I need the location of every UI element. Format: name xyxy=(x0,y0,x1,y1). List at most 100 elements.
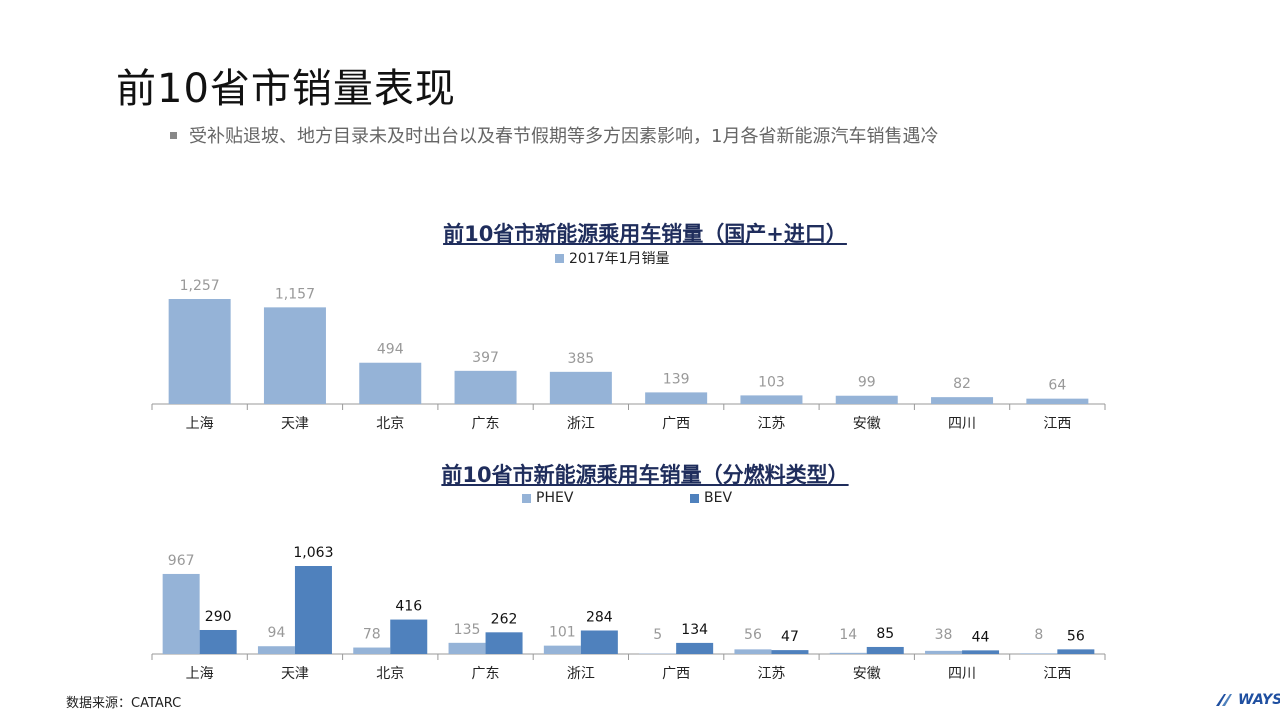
bullet-point: 受补贴退坡、地方目录未及时出台以及春节假期等多方因素影响，1月各省新能源汽车销售… xyxy=(170,122,938,148)
chart2-data-label-phev: 967 xyxy=(168,553,195,569)
chart1-data-label: 1,257 xyxy=(180,278,220,294)
chart1-data-label: 1,157 xyxy=(275,286,315,302)
chart2-tick-label: 广东 xyxy=(472,666,500,682)
ways-logo-icon xyxy=(1216,694,1232,706)
chart2-bar-bev xyxy=(199,629,237,654)
chart2-tick-label: 安徽 xyxy=(853,666,881,682)
chart1-tick-label: 浙江 xyxy=(567,416,595,432)
chart2-data-label-bev: 44 xyxy=(972,629,990,645)
chart2-data-label-bev: 284 xyxy=(586,609,613,625)
chart2-bar-bev xyxy=(962,650,1000,654)
chart1-tick-label: 广东 xyxy=(472,416,500,432)
chart2-data-label-bev: 1,063 xyxy=(293,545,333,561)
chart2-bar-phev xyxy=(448,642,486,654)
chart2-bar-bev xyxy=(676,642,714,654)
legend-swatch-2017-jan xyxy=(555,253,564,263)
legend-label-bev: BEV xyxy=(704,490,733,506)
legend-label-2017-jan: 2017年1月销量 xyxy=(569,251,670,267)
chart2-bar-phev xyxy=(162,573,200,654)
chart2-data-label-phev: 94 xyxy=(268,625,286,641)
chart2-tick-label: 上海 xyxy=(186,666,214,682)
bullet-square-icon xyxy=(170,131,177,139)
chart1-data-label: 82 xyxy=(953,376,971,392)
chart2-bar-bev xyxy=(294,566,332,654)
chart1-bar xyxy=(931,397,994,404)
data-source-note: 数据来源：CATARC xyxy=(66,696,182,711)
chart1-tick-label: 江西 xyxy=(1043,416,1071,432)
chart2-data-label-phev: 101 xyxy=(549,625,576,641)
chart1-data-label: 103 xyxy=(758,374,785,390)
chart1-tick-label: 广西 xyxy=(662,416,690,432)
page-title: 前10省市销量表现 xyxy=(116,66,456,112)
bullet-text: 受补贴退坡、地方目录未及时出台以及春节假期等多方因素影响，1月各省新能源汽车销售… xyxy=(189,126,939,147)
chart2-data-label-bev: 56 xyxy=(1067,628,1085,644)
chart2-legend-bev: BEV xyxy=(690,490,732,506)
chart2-tick-label: 江苏 xyxy=(757,666,785,682)
chart1-bar xyxy=(263,307,326,404)
chart1-data-label: 385 xyxy=(567,351,594,367)
chart2-bar-bev xyxy=(485,632,523,654)
chart2-bar-bev xyxy=(866,646,904,654)
chart2-tick-label: 江西 xyxy=(1043,666,1071,682)
chart2-bar-phev xyxy=(353,647,391,654)
chart2-bar-phev xyxy=(829,652,867,654)
chart2-tick-label: 四川 xyxy=(948,666,976,682)
chart2-bar-phev xyxy=(257,646,295,654)
chart2-bar-bev xyxy=(771,650,809,654)
chart1-data-label: 139 xyxy=(663,371,690,387)
chart2-bar-bev xyxy=(580,630,618,654)
chart1-bar xyxy=(454,370,517,404)
chart1-tick-label: 上海 xyxy=(186,416,214,432)
chart1-legend: 2017年1月销量 xyxy=(555,248,670,268)
chart2-data-label-phev: 135 xyxy=(454,622,481,638)
chart1-data-label: 99 xyxy=(858,375,876,391)
chart2-tick-label: 天津 xyxy=(281,666,309,682)
chart2-data-label-bev: 47 xyxy=(781,629,799,645)
chart1-bar xyxy=(740,395,803,404)
chart1-tick-label: 四川 xyxy=(948,416,976,432)
chart2-bar-phev xyxy=(1020,653,1058,654)
chart1-data-label: 64 xyxy=(1048,378,1066,394)
chart2-data-label-bev: 262 xyxy=(491,611,518,627)
chart2-data-label-bev: 134 xyxy=(681,622,708,638)
legend-label-phev: PHEV xyxy=(536,490,574,506)
chart1-bar xyxy=(645,392,708,404)
chart2-data-label-phev: 8 xyxy=(1034,627,1043,643)
ways-logo: WAYS xyxy=(1214,692,1280,708)
chart2-legend-phev: PHEV xyxy=(522,490,573,506)
chart1-bar xyxy=(1026,398,1089,404)
chart1-bar xyxy=(359,362,422,404)
chart2-title: 前10省市新能源乘用车销量（分燃料类型） xyxy=(441,463,849,487)
chart1-tick-label: 江苏 xyxy=(757,416,785,432)
chart2-data-label-phev: 38 xyxy=(935,627,953,643)
chart2-bar-phev xyxy=(543,645,581,654)
chart2-data-label-bev: 290 xyxy=(205,609,232,625)
chart1-data-label: 494 xyxy=(377,342,404,358)
chart1-data-label: 397 xyxy=(472,350,499,366)
chart2-data-label-bev: 416 xyxy=(395,599,422,615)
chart2-data-label-phev: 56 xyxy=(744,627,762,643)
chart2-tick-label: 浙江 xyxy=(567,666,595,682)
chart1-tick-label: 北京 xyxy=(376,416,404,432)
legend-swatch-bev xyxy=(690,493,699,503)
chart2-data-label-phev: 78 xyxy=(363,627,381,643)
chart1-tick-label: 安徽 xyxy=(853,416,881,432)
chart2-bar-phev xyxy=(925,650,963,654)
chart2-data-label-bev: 85 xyxy=(876,626,894,642)
chart2-bar-bev xyxy=(390,619,428,654)
chart2-tick-label: 广西 xyxy=(662,666,690,682)
legend-swatch-phev xyxy=(522,493,531,503)
chart1-title: 前10省市新能源乘用车销量（国产+进口） xyxy=(443,222,847,246)
chart2-bar-phev xyxy=(734,649,772,654)
chart1-bar xyxy=(168,299,231,404)
ways-logo-text: WAYS xyxy=(1238,692,1280,708)
chart2-bar-bev xyxy=(1057,649,1095,654)
chart2-tick-label: 北京 xyxy=(376,666,404,682)
chart1-bar xyxy=(835,395,898,404)
chart2-data-label-phev: 5 xyxy=(653,627,662,643)
chart1-bar xyxy=(549,371,612,404)
chart1-tick-label: 天津 xyxy=(281,416,309,432)
chart2-data-label-phev: 14 xyxy=(839,627,857,643)
